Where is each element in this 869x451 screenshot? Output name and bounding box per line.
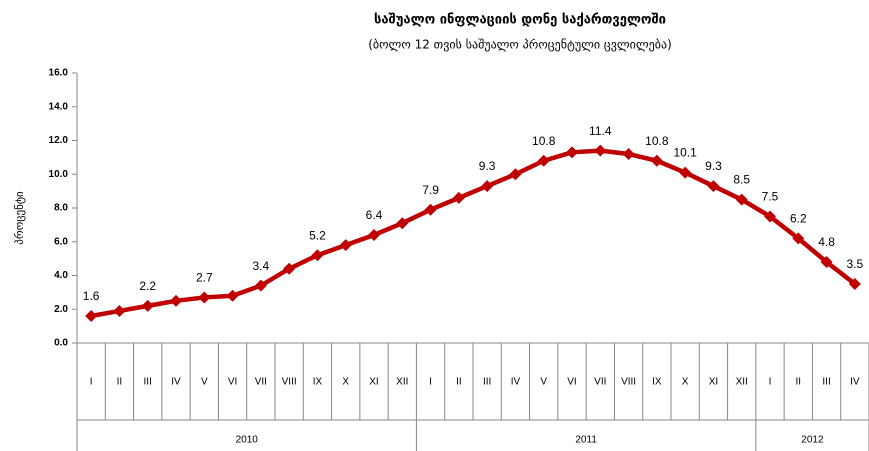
data-point [141,299,154,312]
x-tick-label: VI [567,377,576,388]
data-point [198,291,211,304]
x-tick-label: IX [313,377,323,388]
data-label: 8.5 [733,173,750,187]
data-label: 10.1 [673,146,697,160]
data-point [509,168,522,181]
y-tick-label: 4.0 [54,270,68,281]
x-tick-label: VIII [621,377,636,388]
x-tick-label: IX [652,377,662,388]
x-tick-label: XI [709,377,718,388]
data-point [452,191,465,204]
x-tick-label: II [456,377,462,388]
data-point [311,249,324,262]
data-point [339,239,352,252]
x-tick-label: V [540,377,547,388]
x-tick-label: I [429,377,432,388]
y-axis-label: პროცენტი [13,191,26,245]
x-tick-label: IV [171,377,181,388]
data-label: 4.8 [818,235,835,249]
group-label: 2012 [801,435,824,446]
x-tick-label: VII [255,377,267,388]
series-line [90,148,857,319]
x-tick-label: II [796,377,802,388]
data-point [679,166,692,179]
data-label: 1.6 [83,289,100,303]
data-label: 9.3 [705,159,722,173]
y-tick-label: 10.0 [49,169,69,180]
data-point [650,154,663,167]
data-point [848,277,861,290]
x-tick-label: IV [511,377,521,388]
data-point [622,148,635,160]
x-tick-label: I [769,377,772,388]
x-tick-label: III [144,377,152,388]
x-tick-label: VII [594,377,606,388]
data-label: 3.5 [847,257,864,271]
group-label: 2011 [575,435,597,446]
x-tick-label: XII [396,377,408,388]
data-point [170,294,182,307]
x-tick-label: II [117,377,123,388]
data-point [254,279,267,292]
data-point [820,256,833,268]
x-tick-label: XII [736,377,748,388]
data-point [594,144,607,157]
x-tick-label: X [682,377,689,388]
y-tick-label: 8.0 [54,203,68,214]
data-point [792,232,805,245]
data-point [537,154,550,167]
chart-title: საშუალო ინფლაციის დონე საქართველოში [374,13,666,28]
x-tick-label: III [483,377,491,388]
y-tick-label: 0.0 [54,338,68,349]
data-point [226,289,239,302]
data-point [368,229,380,241]
data-point [735,193,748,206]
data-label: 10.8 [645,134,669,148]
y-tick-label: 12.0 [49,135,69,146]
y-tick-label: 2.0 [54,304,68,315]
data-label: 2.7 [196,271,213,285]
chart-subtitle: (ბოლო 12 თვის საშუალო პროცენტული ცვლილებ… [368,38,672,52]
data-point [113,304,126,317]
data-label: 3.4 [253,259,270,273]
x-tick-label: VI [228,377,237,388]
data-label: 7.9 [422,183,439,197]
data-label: 6.2 [790,212,807,226]
y-tick-label: 6.0 [54,236,68,247]
data-label: 6.4 [366,208,383,222]
data-point [424,203,437,216]
x-tick-label: XI [369,377,378,388]
data-point [764,210,776,223]
data-point [396,217,409,230]
data-point [566,146,578,159]
data-point [283,262,296,275]
data-label: 11.4 [589,124,612,138]
data-label: 7.5 [762,190,779,204]
x-tick-label: IV [850,377,860,388]
x-tick-label: V [201,377,208,388]
y-tick-label: 14.0 [49,101,69,112]
data-point [481,180,494,193]
data-label: 5.2 [309,228,326,242]
x-tick-label: I [90,377,93,388]
group-label: 2010 [236,435,259,446]
y-tick-label: 16.0 [49,68,69,79]
x-tick-label: III [822,377,830,388]
data-point [85,310,98,322]
x-tick-label: VIII [282,377,297,388]
data-label: 10.8 [532,134,556,148]
data-label: 2.2 [139,279,156,293]
data-label: 9.3 [479,159,496,173]
x-tick-label: X [342,377,349,388]
data-point [707,180,720,193]
